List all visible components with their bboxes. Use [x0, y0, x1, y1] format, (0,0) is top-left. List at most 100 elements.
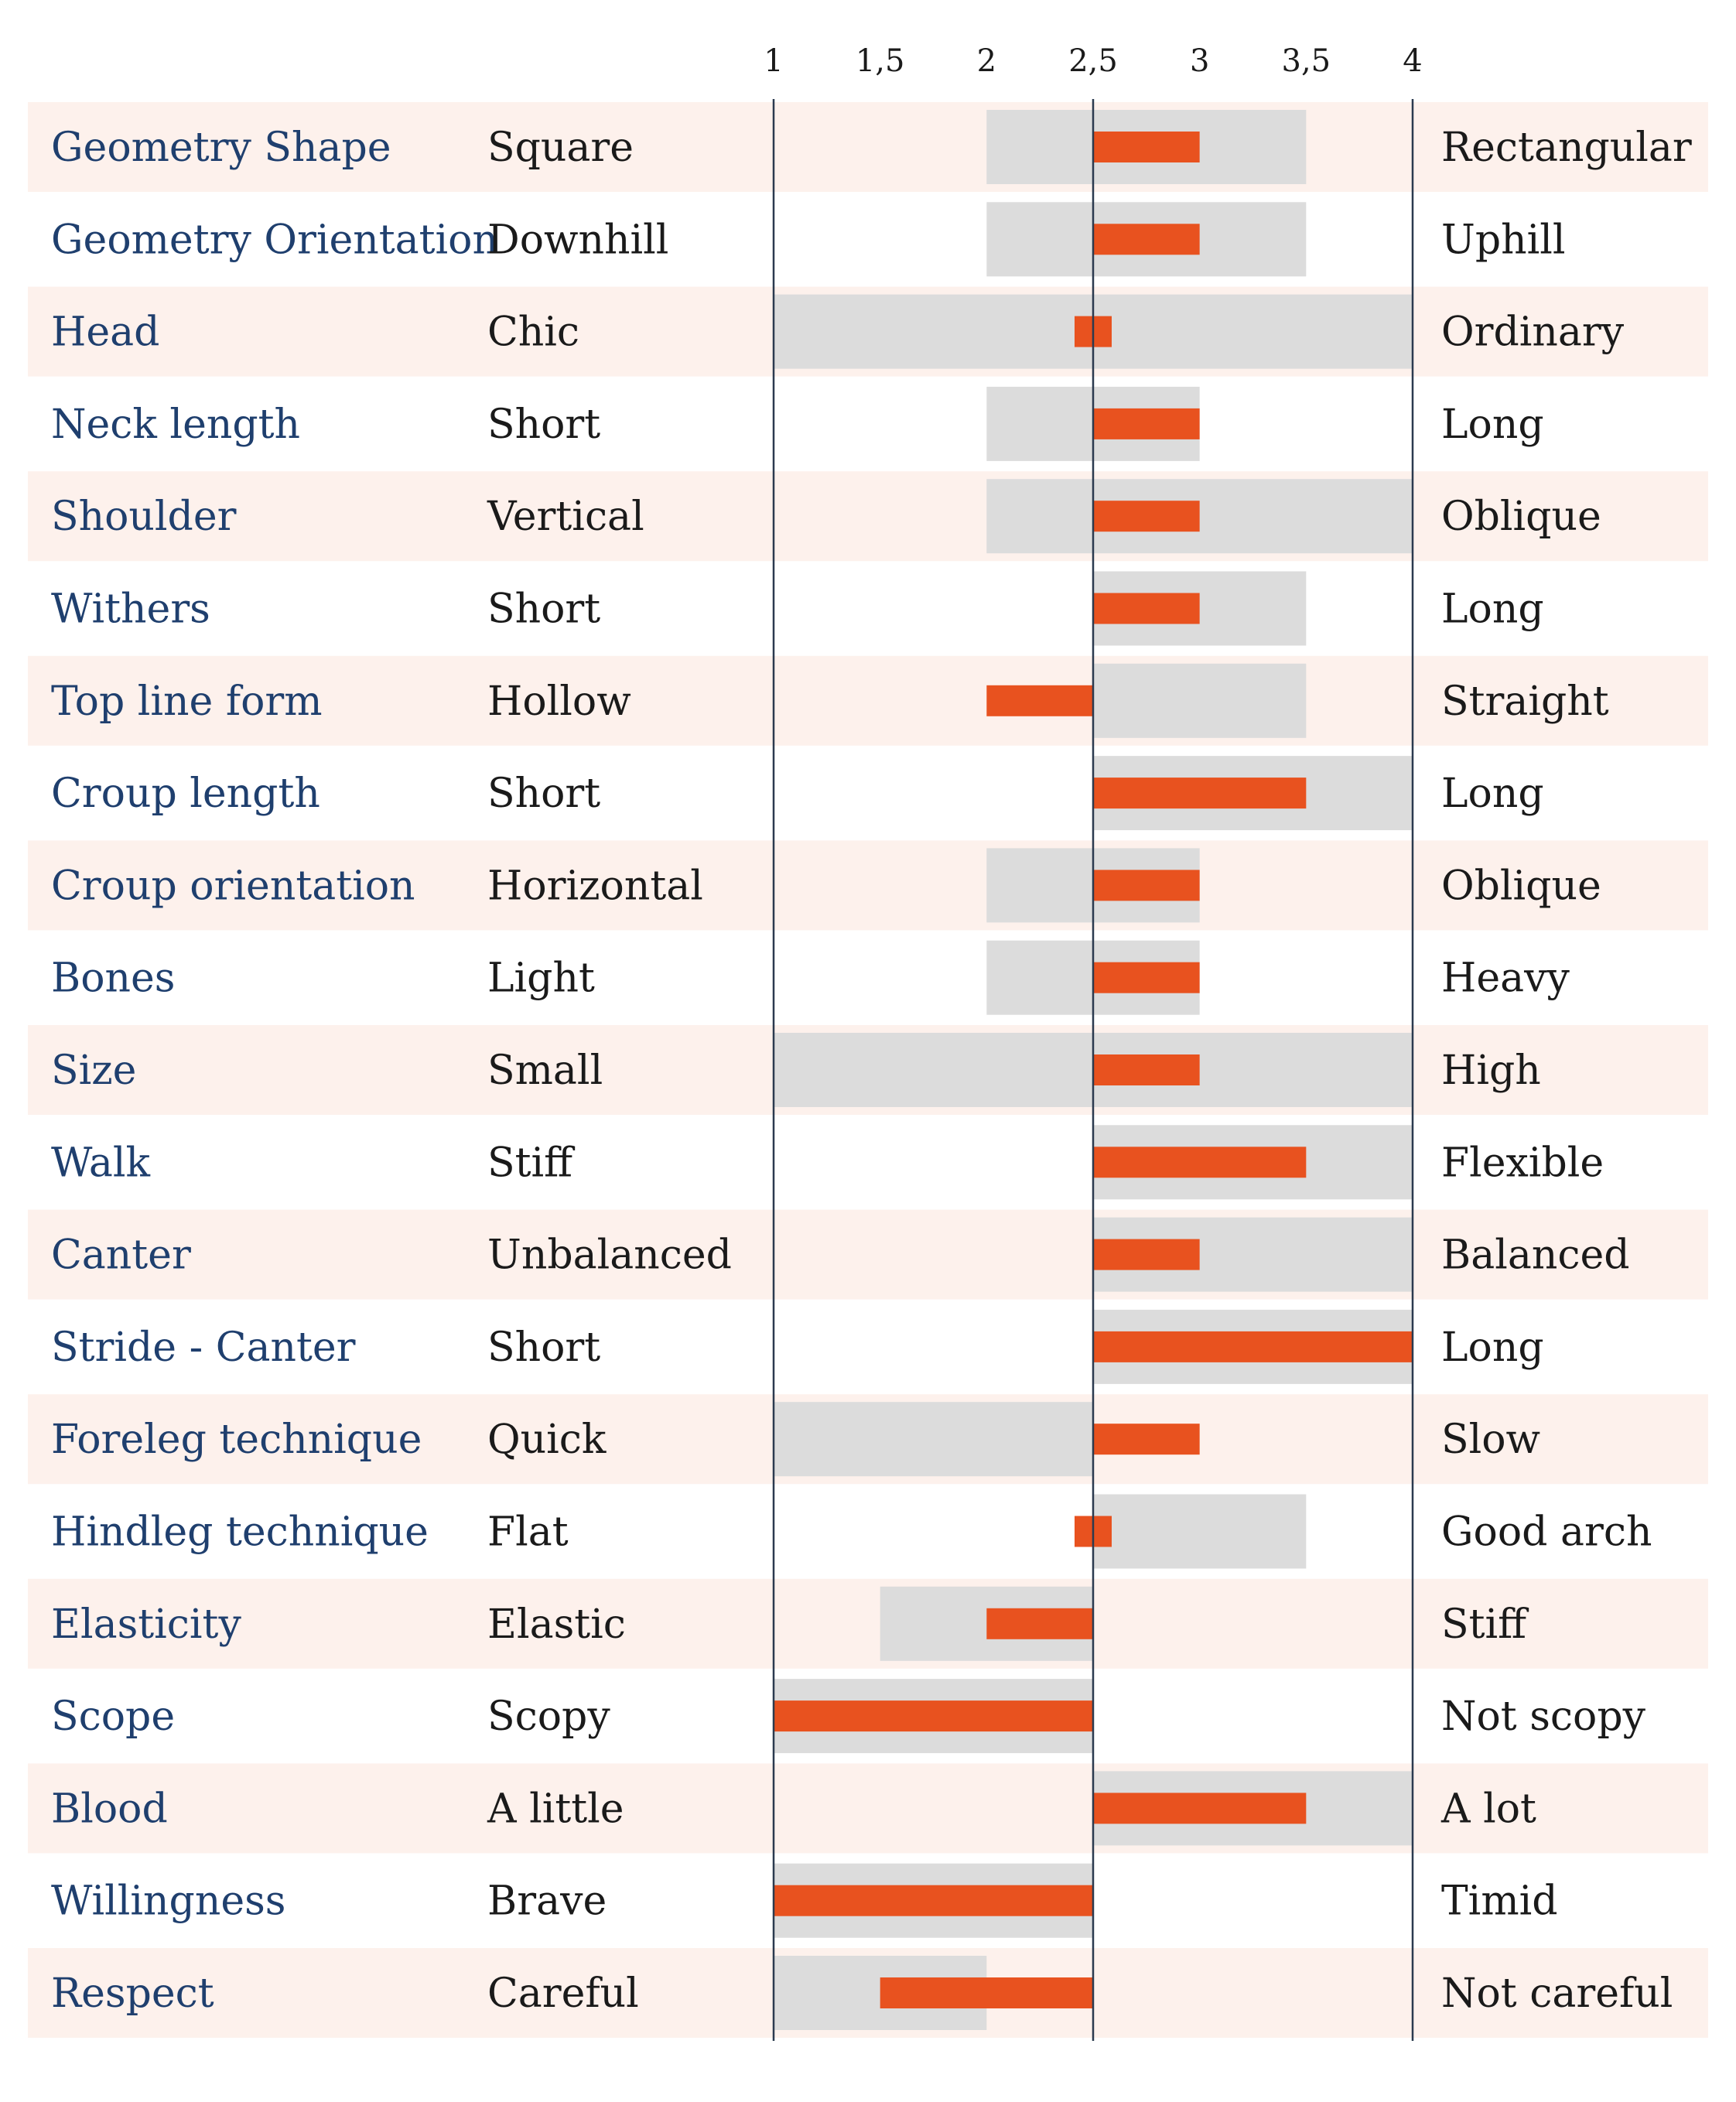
range-bar — [774, 1402, 1093, 1477]
low-pole-label: Short — [487, 586, 600, 633]
row-band — [28, 1209, 1708, 1300]
value-bars — [774, 132, 1413, 2008]
trait-label: Respect — [51, 1970, 214, 2017]
value-bar — [986, 685, 1093, 716]
high-pole-label: Long — [1441, 586, 1544, 633]
trait-label: Elasticity — [51, 1601, 241, 1648]
tick-labels: 1 1,5 2 2,5 3 3,5 4 — [764, 43, 1422, 79]
high-pole-label: Timid — [1441, 1878, 1558, 1925]
low-pole-label: Hollow — [487, 678, 631, 725]
trait-label: Geometry Shape — [51, 125, 391, 171]
low-pole-label: Light — [487, 955, 595, 1002]
low-pole-label: Short — [487, 402, 600, 448]
low-pole-label: Quick — [487, 1417, 607, 1463]
trait-label: Canter — [51, 1232, 191, 1279]
high-pole-label: Balanced — [1441, 1232, 1630, 1279]
low-pole-label: Flat — [487, 1509, 569, 1556]
value-bar — [1093, 501, 1200, 532]
row-band — [28, 840, 1708, 931]
value-bar — [1093, 224, 1200, 255]
trait-label: Geometry Orientation — [51, 217, 498, 263]
value-bar — [1093, 1239, 1200, 1270]
low-pole-label: Vertical — [487, 494, 644, 540]
low-pole-label: A little — [487, 1786, 624, 1832]
low-pole-label: Stiff — [487, 1140, 576, 1186]
x-tick-label: 1,5 — [856, 43, 905, 79]
value-bar — [986, 1608, 1093, 1639]
high-pole-label: High — [1441, 1048, 1541, 1094]
row-band — [28, 655, 1708, 746]
x-tick-label: 4 — [1403, 43, 1422, 79]
value-bar — [1093, 870, 1200, 901]
low-pole-label: Brave — [487, 1878, 607, 1925]
x-tick-label: 1 — [764, 43, 783, 79]
value-bar — [1093, 962, 1200, 993]
value-bar — [1093, 778, 1307, 809]
trait-label: Withers — [51, 586, 210, 633]
trait-label: Blood — [51, 1786, 168, 1832]
trait-label: Hindleg technique — [51, 1509, 429, 1556]
trait-label: Willingness — [51, 1878, 285, 1925]
high-pole-label: A lot — [1440, 1786, 1536, 1832]
low-pole-label: Scopy — [487, 1694, 610, 1740]
value-bar — [774, 1885, 1093, 1916]
x-tick-label: 2 — [977, 43, 996, 79]
high-pole-label: Rectangular — [1441, 125, 1692, 171]
high-pole-label: Heavy — [1441, 955, 1570, 1002]
value-bar — [1093, 1424, 1200, 1455]
value-bar — [774, 1700, 1093, 1732]
value-bar — [880, 1977, 1093, 2008]
value-bar — [1093, 1054, 1200, 1085]
trait-label: Croup orientation — [51, 863, 415, 909]
trait-label: Scope — [51, 1694, 175, 1740]
high-pole-label: Oblique — [1441, 494, 1601, 540]
trait-label: Stride - Canter — [51, 1324, 356, 1371]
row-labels: Geometry Shape Square Rectangular Geometry … — [51, 125, 1692, 2017]
value-bar — [1093, 1793, 1307, 1824]
low-pole-label: Careful — [487, 1970, 639, 2017]
value-bar — [1093, 132, 1200, 162]
value-bar — [1093, 593, 1200, 624]
trait-label: Walk — [51, 1140, 151, 1186]
high-pole-label: Not careful — [1441, 1970, 1673, 2017]
high-pole-label: Oblique — [1441, 863, 1601, 909]
high-pole-label: Good arch — [1441, 1509, 1652, 1556]
low-pole-label: Short — [487, 771, 600, 817]
trait-label: Top line form — [51, 678, 323, 725]
low-pole-label: Horizontal — [487, 863, 703, 909]
x-tick-label: 3 — [1190, 43, 1209, 79]
trait-label: Croup length — [51, 771, 320, 817]
value-bar — [1093, 1147, 1307, 1178]
row-band — [28, 102, 1708, 192]
value-bar — [1093, 408, 1200, 439]
low-pole-label: Unbalanced — [487, 1232, 732, 1279]
trait-label: Shoulder — [51, 494, 237, 540]
high-pole-label: Long — [1441, 771, 1544, 817]
high-pole-label: Straight — [1441, 678, 1609, 725]
axis-lines — [772, 99, 1414, 2041]
trait-label: Neck length — [51, 402, 300, 448]
high-pole-label: Flexible — [1441, 1140, 1604, 1186]
low-pole-label: Elastic — [487, 1601, 626, 1648]
low-pole-label: Small — [487, 1048, 603, 1094]
x-tick-label: 2,5 — [1068, 43, 1118, 79]
range-bar — [986, 479, 1413, 554]
low-pole-label: Short — [487, 1324, 600, 1371]
row-band — [28, 1578, 1708, 1669]
high-pole-label: Not scopy — [1441, 1694, 1646, 1740]
high-pole-label: Stiff — [1441, 1601, 1529, 1648]
high-pole-label: Long — [1441, 1324, 1544, 1371]
low-pole-label: Downhill — [487, 217, 668, 263]
range-bar — [1093, 663, 1307, 738]
high-pole-label: Slow — [1441, 1417, 1540, 1463]
high-pole-label: Uphill — [1441, 217, 1566, 263]
high-pole-label: Ordinary — [1441, 309, 1625, 356]
trait-label: Bones — [51, 955, 175, 1002]
trait-label: Foreleg technique — [51, 1417, 422, 1463]
value-bar — [1093, 1331, 1413, 1362]
trait-label: Head — [51, 309, 159, 356]
row-band — [28, 471, 1708, 562]
low-pole-label: Chic — [487, 309, 579, 356]
trait-label: Size — [51, 1048, 136, 1094]
